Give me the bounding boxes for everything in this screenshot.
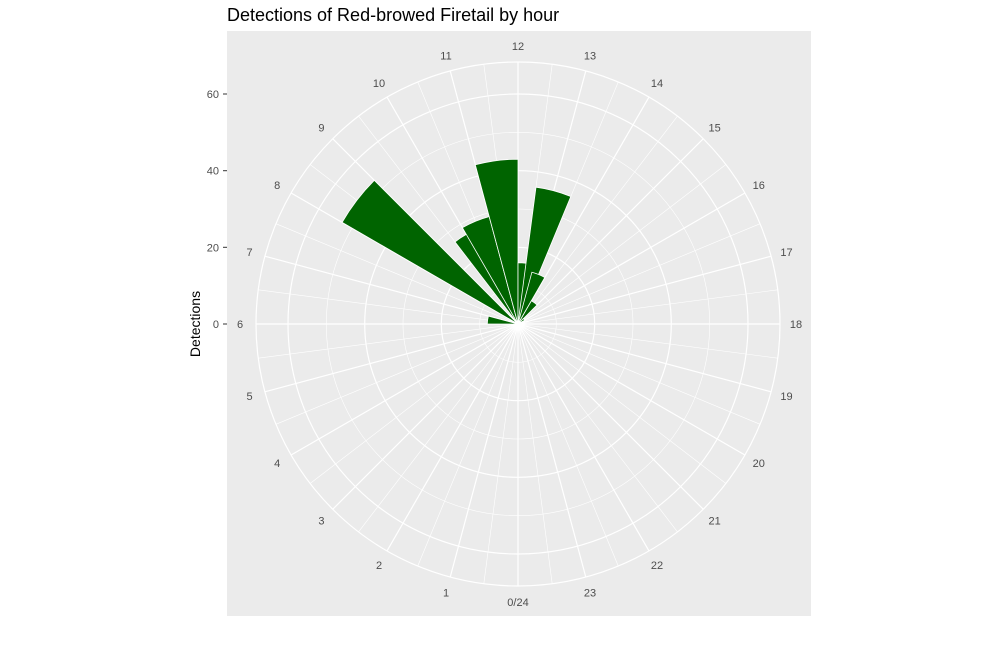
- hour-label: 7: [246, 247, 252, 259]
- hour-label: 3: [318, 516, 324, 528]
- bar-hour-13.5: [517, 271, 546, 325]
- hour-label: 4: [274, 458, 280, 470]
- minor-spoke: [358, 323, 519, 533]
- hour-spoke: [332, 323, 519, 510]
- minor-spoke: [258, 289, 519, 325]
- minor-spoke: [275, 323, 519, 425]
- y-tick-label: 0: [213, 319, 219, 331]
- hour-label: 5: [246, 391, 252, 403]
- y-axis-label: Detections: [187, 291, 203, 357]
- bar-hour-8.5: [341, 179, 519, 325]
- hour-label: 14: [651, 78, 663, 90]
- y-tick-label: 40: [207, 166, 219, 178]
- minor-spoke: [517, 323, 678, 533]
- minor-spoke: [517, 323, 761, 425]
- hour-label: 22: [651, 560, 663, 572]
- hour-spoke: [517, 323, 772, 393]
- hour-spoke: [449, 323, 519, 578]
- minor-spoke: [517, 115, 678, 325]
- hour-spoke: [386, 323, 519, 552]
- hour-labels: 0/24123456789101112131415161718192021222…: [237, 41, 802, 609]
- chart-title: Detections of Red-browed Firetail by hou…: [227, 5, 559, 25]
- hour-label: 10: [373, 78, 385, 90]
- hour-label: 2: [376, 560, 382, 572]
- hour-spoke: [517, 255, 772, 325]
- hour-label: 12: [512, 41, 524, 53]
- minor-spoke: [309, 323, 519, 484]
- hour-label: 0/24: [507, 597, 528, 609]
- minor-spoke: [517, 323, 778, 359]
- minor-spoke: [417, 323, 519, 567]
- hour-label: 21: [708, 516, 720, 528]
- hour-spoke: [517, 323, 704, 510]
- hour-label: 20: [753, 458, 765, 470]
- hour-label: 15: [708, 122, 720, 134]
- hour-spoke: [290, 323, 519, 456]
- bar-hour-14.5: [517, 300, 538, 325]
- hour-label: 8: [274, 180, 280, 192]
- hour-spoke: [517, 323, 587, 578]
- y-axis: 0 20 40 60: [207, 89, 227, 331]
- hour-spoke: [517, 192, 746, 325]
- bars: [341, 158, 572, 326]
- minor-spoke: [517, 164, 727, 325]
- bar-hour-15.5: [517, 318, 526, 325]
- minor-spoke: [517, 323, 553, 584]
- minor-spoke: [517, 323, 619, 567]
- hour-label: 23: [584, 588, 596, 600]
- minor-spoke: [517, 289, 778, 325]
- hour-label: 17: [780, 247, 792, 259]
- minor-spoke: [275, 223, 519, 325]
- bar-hour-11.5: [474, 158, 519, 325]
- minor-spoke: [258, 323, 519, 359]
- hour-label: 13: [584, 51, 596, 63]
- hour-label: 16: [753, 180, 765, 192]
- hour-spoke: [264, 255, 519, 325]
- hour-label: 19: [780, 391, 792, 403]
- hour-label: 1: [443, 588, 449, 600]
- hour-spoke: [517, 323, 650, 552]
- minor-spoke: [517, 223, 761, 325]
- minor-spoke: [517, 323, 727, 484]
- y-tick-label: 20: [207, 242, 219, 254]
- hour-spoke: [264, 323, 519, 393]
- hour-spoke: [517, 323, 746, 456]
- y-tick-label: 60: [207, 89, 219, 101]
- bar-hour-6.5: [486, 315, 519, 325]
- hour-label: 6: [237, 319, 243, 331]
- hour-label: 9: [318, 122, 324, 134]
- minor-spoke: [483, 323, 519, 584]
- hour-label: 11: [440, 51, 451, 63]
- hour-spoke: [517, 138, 704, 325]
- hour-label: 18: [790, 319, 802, 331]
